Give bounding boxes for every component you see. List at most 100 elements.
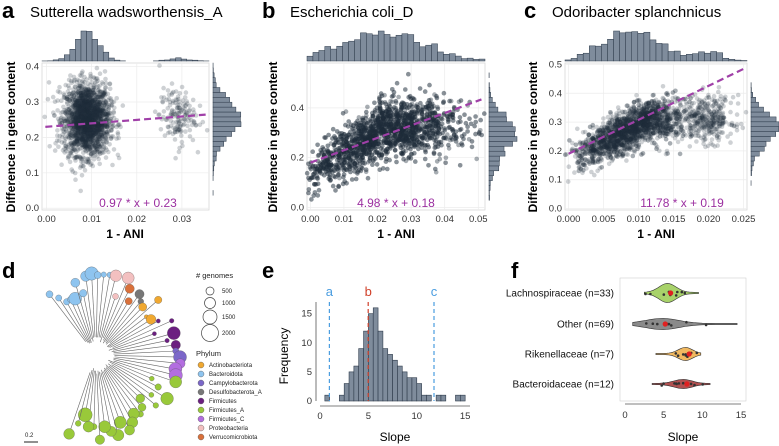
panel-a-point: [101, 131, 106, 136]
panel-a-point: [80, 115, 85, 120]
panel-a-point: [110, 162, 115, 168]
panel-a-point: [88, 71, 93, 77]
panel-b-right-hist-bar: [488, 180, 491, 186]
panel-a-right-hist-bar: [212, 87, 221, 93]
panel-a-points: [42, 63, 210, 194]
panel-a-point: [83, 127, 89, 132]
panel-a-top-hist-bar: [186, 59, 193, 62]
panel-b-top-hist-bar: [360, 32, 367, 62]
panel-a-point: [71, 141, 76, 146]
panel-a-point: [103, 145, 108, 151]
panel-a-point: [179, 107, 184, 113]
panel-a-ytick: 0.2: [26, 132, 39, 143]
panel-a-point: [94, 76, 99, 82]
panel-a-point: [94, 76, 100, 81]
panel-a-point: [96, 94, 102, 100]
panel-a-point: [89, 124, 94, 130]
panel-b-top-hist-bar: [425, 44, 432, 62]
panel-a-point: [73, 149, 79, 154]
panel-a-top-hist-bar: [102, 51, 110, 62]
panel-b-right-hist-bar: [488, 131, 515, 137]
panel-a-point: [75, 128, 81, 133]
panel-b-top-hist-bar: [407, 34, 415, 62]
panel-a-point: [74, 134, 80, 139]
panel-a-point: [82, 140, 87, 146]
panel-a-point: [98, 100, 104, 105]
panel-a-point: [67, 131, 72, 136]
panel-a-right-hist-bar: [212, 126, 236, 132]
panel-a-point: [75, 124, 81, 130]
panel-a-point: [68, 132, 74, 137]
panel-a-right-histogram: [212, 62, 242, 196]
panel-b-top-hist-bar: [324, 46, 331, 62]
panel-a-point: [94, 110, 100, 116]
panel-a-point: [75, 142, 81, 147]
panel-a-point: [98, 114, 103, 119]
panel-a-right-hist-bar: [212, 111, 242, 118]
panel-a-point: [94, 129, 99, 135]
panel-a-point: [82, 167, 88, 173]
panel-a-xticks: 0.00 0.01 0.02 0.03: [37, 214, 191, 225]
panel-a-point: [79, 173, 85, 178]
panel-a-point: [80, 139, 85, 144]
panel-a-point: [47, 144, 52, 149]
panel-a-point: [84, 144, 90, 149]
panel-a-point: [67, 159, 73, 165]
panel-a-point: [65, 112, 70, 118]
panel-a-point: [80, 133, 85, 138]
panel-a-xtick: 0.02: [128, 214, 147, 225]
panel-a-letter: a: [2, 0, 15, 23]
panel-b-right-hist-bar: [488, 141, 513, 147]
panel-a-point: [101, 102, 107, 107]
panel-a-grid: [42, 63, 209, 210]
panel-b-right-hist-bar: [488, 185, 491, 191]
panel-a-point: [88, 134, 93, 140]
panel-a-point: [165, 88, 171, 93]
panel-a-point: [85, 112, 90, 117]
panel-a-point: [83, 103, 89, 108]
panel-a-point: [52, 148, 58, 153]
panel-a-right-hist-bar: [212, 131, 232, 137]
panel-a-point: [76, 103, 81, 108]
panel-b-top-hist-bar: [437, 51, 444, 62]
panel-a-point: [102, 135, 108, 141]
panel-a-point: [64, 96, 70, 102]
panel-a-top-hist-bar: [80, 30, 87, 62]
panel-a-point: [98, 123, 103, 129]
panel-a-point: [91, 127, 96, 133]
panel-a-point: [172, 137, 178, 142]
panel-b-top-hist-bar: [478, 58, 486, 62]
panel-a-point: [62, 140, 67, 146]
panel-a-point: [157, 63, 162, 68]
panel-a-point: [101, 100, 106, 106]
panel-a-point: [94, 129, 100, 135]
panel-a-point: [88, 105, 93, 110]
panel-a-ytick: 0.1: [26, 168, 39, 179]
panel-a-point: [72, 130, 77, 135]
panel-a-point: [82, 113, 88, 119]
panel-b-top-histogram: [306, 30, 486, 62]
panel-a-point: [71, 78, 77, 84]
panel-b-letter: b: [262, 0, 275, 23]
panel-a-point: [72, 122, 78, 127]
panel-a-point: [88, 162, 93, 168]
panel-a-point: [158, 127, 164, 132]
panel-b-top-hist-bar: [461, 58, 468, 62]
panel-a-point: [67, 91, 72, 97]
panel-a-point: [83, 128, 88, 134]
panel-a-point: [74, 103, 80, 108]
panel-a-point: [63, 82, 68, 88]
panel-a-point: [92, 108, 97, 113]
panel-a-point: [79, 159, 84, 165]
panel-a-point: [62, 118, 67, 124]
panel-b-top-hist-bar: [318, 50, 326, 62]
panel-a-point: [84, 136, 89, 142]
panel-a-right-hist-bar: [212, 106, 237, 113]
panel-a-point: [190, 137, 196, 143]
panel-a-point: [157, 112, 162, 117]
panel-a-point: [75, 125, 80, 131]
panel-a-right-hist-bar: [212, 165, 215, 172]
panel-a-right-hist-bar: [212, 82, 217, 88]
panel-a-point: [108, 102, 113, 108]
panel-a-xtick: 0.01: [82, 214, 101, 225]
